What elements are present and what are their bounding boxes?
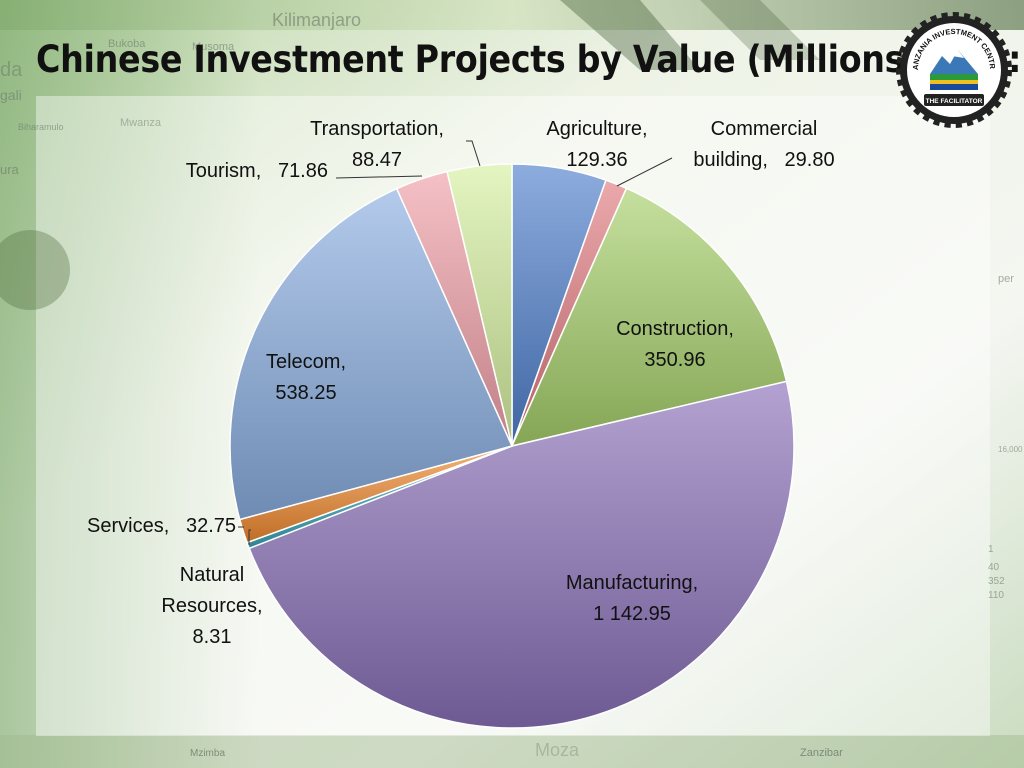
data-label-tourism: Tourism, 71.86 <box>186 160 328 182</box>
data-label-line: 129.36 <box>566 149 627 171</box>
bg-label-ura: ura <box>0 162 20 177</box>
bg-label-40: 40 <box>988 562 1000 573</box>
data-label-line: 88.47 <box>352 149 402 171</box>
pie-data-labels: Agriculture, 129.36 Commercial building, 29… <box>87 118 835 648</box>
data-label-line: Construction, <box>616 318 734 340</box>
mountain-icon <box>930 50 978 74</box>
data-label-telecom: Telecom, 538.25 <box>266 351 346 404</box>
data-label-transportation: Transportation, 88.47 <box>310 118 444 171</box>
bg-label-biharamulo: Biharamulo <box>18 122 64 132</box>
data-label-line: Natural <box>180 564 244 586</box>
bg-label-per: per <box>998 273 1014 285</box>
leader-line-tourism <box>335 175 423 179</box>
data-label-construction: Construction, 350.96 <box>616 318 734 371</box>
data-label-line: building, 29.80 <box>693 149 834 171</box>
bg-label-musoma: Musoma <box>192 41 235 53</box>
data-label-line: Services, 32.75 <box>87 515 236 537</box>
bg-label-kilimanjaro: Kilimanjaro <box>272 10 361 30</box>
data-label-line: 8.31 <box>193 626 232 648</box>
data-label-line: Resources, <box>161 595 262 617</box>
data-label-line: 1 142.95 <box>593 603 671 625</box>
bg-label-mozam: Moza <box>535 740 580 760</box>
pie-slices <box>229 163 795 729</box>
logo-bottom-text: THE FACILITATOR <box>926 98 983 105</box>
bg-label-352: 352 <box>988 576 1005 587</box>
bg-label-mwanza: Mwanza <box>120 117 162 129</box>
data-label-services: Services, 32.75 <box>87 515 236 537</box>
bg-label-110: 110 <box>988 590 1004 601</box>
bg-label-da: da <box>0 59 23 81</box>
data-label-line: Commercial <box>711 118 818 140</box>
bg-label-gali: gali <box>0 87 22 103</box>
pie-slice-manufacturing <box>248 380 795 729</box>
bg-label-16000: 16,000 <box>998 445 1023 454</box>
slide-title: Chinese Investment Projects by Value (Mi… <box>36 38 1022 81</box>
data-label-natural-resources: Natural Resources, 8.31 <box>161 564 262 648</box>
pie-slice-construction <box>510 187 788 448</box>
data-label-line: Agriculture, <box>546 118 647 140</box>
tanzania-investment-centre-logo: TANZANIA INVESTMENT CENTRE THE FACILITAT… <box>896 12 1012 128</box>
pie-leader-lines <box>238 140 673 545</box>
pie-slice-telecom <box>229 187 514 521</box>
data-label-line: 350.96 <box>644 349 705 371</box>
leader-line-transportation <box>466 140 481 167</box>
data-label-line: Manufacturing, <box>566 572 698 594</box>
pie-slice-transportation <box>446 163 513 447</box>
data-label-line: Telecom, <box>266 351 346 373</box>
leader-line-natural-resources <box>248 529 251 545</box>
bg-label-1: 1 <box>988 544 994 555</box>
bg-label-mzimba: Mzimba <box>190 748 225 759</box>
data-label-commercial-building: Commercial building, 29.80 <box>693 118 834 171</box>
leader-line-commercial-building <box>616 157 673 187</box>
data-label-line: Tourism, 71.86 <box>186 160 328 182</box>
data-label-agriculture: Agriculture, 129.36 <box>546 118 647 171</box>
bg-label-bukoba: Bukoba <box>108 38 146 50</box>
data-label-manufacturing: Manufacturing, 1 142.95 <box>566 572 698 625</box>
data-label-line: 538.25 <box>275 382 336 404</box>
data-label-line: Transportation, <box>310 118 444 140</box>
bg-label-zanzibar: Zanzibar <box>800 747 843 759</box>
